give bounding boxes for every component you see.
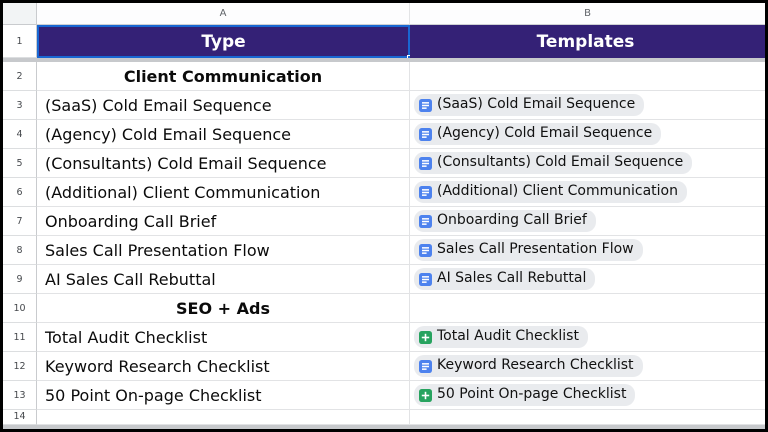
row-header-12[interactable]: 12 (3, 352, 37, 381)
cell-type[interactable]: Keyword Research Checklist (37, 352, 410, 381)
cell-template[interactable]: (Additional) Client Communication (410, 178, 765, 207)
chip-label: Keyword Research Checklist (437, 357, 634, 374)
cell-type[interactable]: Total Audit Checklist (37, 323, 410, 352)
sheet-row-9: 9 AI Sales Call Rebuttal AI Sales Call R… (3, 265, 765, 294)
row-header-7[interactable]: 7 (3, 207, 37, 236)
sheet-row-8: 8 Sales Call Presentation Flow Sales Cal… (3, 236, 765, 265)
cell-template[interactable]: (Consultants) Cold Email Sequence (410, 149, 765, 178)
cell-template[interactable]: 50 Point On-page Checklist (410, 381, 765, 410)
template-chip[interactable]: AI Sales Call Rebuttal (414, 268, 596, 290)
cell-template[interactable]: AI Sales Call Rebuttal (410, 265, 765, 294)
sheet-row-12: 12 Keyword Research Checklist Keyword Re… (3, 352, 765, 381)
column-header-a[interactable]: A (37, 3, 410, 25)
cell-type[interactable]: 50 Point On-page Checklist (37, 381, 410, 410)
cell-b1-templates-header[interactable]: Templates (410, 25, 765, 58)
row-header-4[interactable]: 4 (3, 120, 37, 149)
cell-template[interactable]: (Agency) Cold Email Sequence (410, 120, 765, 149)
row-header-9[interactable]: 9 (3, 265, 37, 294)
cell-template[interactable]: (SaaS) Cold Email Sequence (410, 91, 765, 120)
template-chip[interactable]: 50 Point On-page Checklist (414, 384, 636, 406)
column-header-strip: A B (3, 3, 765, 25)
frozen-row-divider[interactable] (3, 58, 765, 62)
template-chip[interactable]: (Consultants) Cold Email Sequence (414, 152, 693, 174)
sheet-row-4: 4 (Agency) Cold Email Sequence (Agency) … (3, 120, 765, 149)
docs-icon (419, 272, 432, 286)
cell-type[interactable]: Onboarding Call Brief (37, 207, 410, 236)
cell-a1-type-header[interactable]: Type (37, 25, 410, 58)
template-chip[interactable]: (Agency) Cold Email Sequence (414, 123, 662, 145)
row-header-5[interactable]: 5 (3, 149, 37, 178)
sheet-row-5: 5 (Consultants) Cold Email Sequence (Con… (3, 149, 765, 178)
chip-label: (Additional) Client Communication (437, 183, 678, 200)
docs-icon (419, 127, 432, 141)
cell-template[interactable]: Onboarding Call Brief (410, 207, 765, 236)
chip-label: (Agency) Cold Email Sequence (437, 125, 653, 142)
docs-icon (419, 359, 432, 373)
type-header-label: Type (201, 31, 246, 52)
templates-header-label: Templates (536, 31, 635, 52)
cell-template[interactable]: Sales Call Presentation Flow (410, 236, 765, 265)
chip-label: Onboarding Call Brief (437, 212, 587, 229)
sheets-icon (419, 330, 432, 344)
row-header-2[interactable]: 2 (3, 62, 37, 91)
cell-type[interactable]: (SaaS) Cold Email Sequence (37, 91, 410, 120)
cell-type-section[interactable]: SEO + Ads (37, 294, 410, 323)
cell-type-section[interactable]: Client Communication (37, 62, 410, 91)
row-header-10[interactable]: 10 (3, 294, 37, 323)
sheet-row-6: 6 (Additional) Client Communication (Add… (3, 178, 765, 207)
docs-icon (419, 243, 432, 257)
chip-label: 50 Point On-page Checklist (437, 386, 627, 403)
cell-template-empty[interactable] (410, 62, 765, 91)
docs-icon (419, 185, 432, 199)
cell-template-empty[interactable] (410, 294, 765, 323)
cell-template[interactable]: Keyword Research Checklist (410, 352, 765, 381)
row-header-11[interactable]: 11 (3, 323, 37, 352)
grid-bottom-edge (3, 425, 765, 429)
template-chip[interactable]: (Additional) Client Communication (414, 181, 687, 203)
chip-label: Sales Call Presentation Flow (437, 241, 634, 258)
chip-label: AI Sales Call Rebuttal (437, 270, 587, 287)
select-all-corner[interactable] (3, 3, 37, 25)
sheets-icon (419, 388, 432, 402)
template-chip[interactable]: Keyword Research Checklist (414, 355, 643, 377)
cell-type[interactable]: Sales Call Presentation Flow (37, 236, 410, 265)
row-header-13[interactable]: 13 (3, 381, 37, 410)
table-header-row: 1 Type Templates (3, 25, 765, 58)
cell-type[interactable]: (Agency) Cold Email Sequence (37, 120, 410, 149)
cell-type[interactable]: (Additional) Client Communication (37, 178, 410, 207)
template-chip[interactable]: Sales Call Presentation Flow (414, 239, 643, 261)
column-header-b[interactable]: B (410, 3, 765, 25)
sheet-row-13: 13 50 Point On-page Checklist 50 Point O… (3, 381, 765, 410)
cell-type-empty[interactable] (37, 410, 410, 425)
fill-handle[interactable] (407, 55, 410, 58)
row-header-3[interactable]: 3 (3, 91, 37, 120)
cell-template-empty[interactable] (410, 410, 765, 425)
chip-label: (Consultants) Cold Email Sequence (437, 154, 684, 171)
sheet-row-11: 11 Total Audit Checklist Total Audit Che… (3, 323, 765, 352)
row-header-1[interactable]: 1 (3, 25, 37, 58)
sheet-row-7: 7 Onboarding Call Brief Onboarding Call … (3, 207, 765, 236)
chip-label: Total Audit Checklist (437, 328, 579, 345)
template-chip[interactable]: Onboarding Call Brief (414, 210, 596, 232)
row-header-8[interactable]: 8 (3, 236, 37, 265)
cell-type[interactable]: (Consultants) Cold Email Sequence (37, 149, 410, 178)
sheet-row-10: 10 SEO + Ads (3, 294, 765, 323)
sheet-row-14: 14 (3, 410, 765, 425)
row-header-14[interactable]: 14 (3, 410, 37, 425)
docs-icon (419, 214, 432, 228)
template-chip[interactable]: (SaaS) Cold Email Sequence (414, 94, 645, 116)
docs-icon (419, 98, 432, 112)
chip-label: (SaaS) Cold Email Sequence (437, 96, 636, 113)
sheet-row-3: 3 (SaaS) Cold Email Sequence (SaaS) Cold… (3, 91, 765, 120)
docs-icon (419, 156, 432, 170)
spreadsheet-grid: A B 1 Type Templates 2 Client Communicat… (3, 3, 765, 429)
template-chip[interactable]: Total Audit Checklist (414, 326, 588, 348)
cell-template[interactable]: Total Audit Checklist (410, 323, 765, 352)
sheet-row-2: 2 Client Communication (3, 62, 765, 91)
row-header-6[interactable]: 6 (3, 178, 37, 207)
cell-type[interactable]: AI Sales Call Rebuttal (37, 265, 410, 294)
